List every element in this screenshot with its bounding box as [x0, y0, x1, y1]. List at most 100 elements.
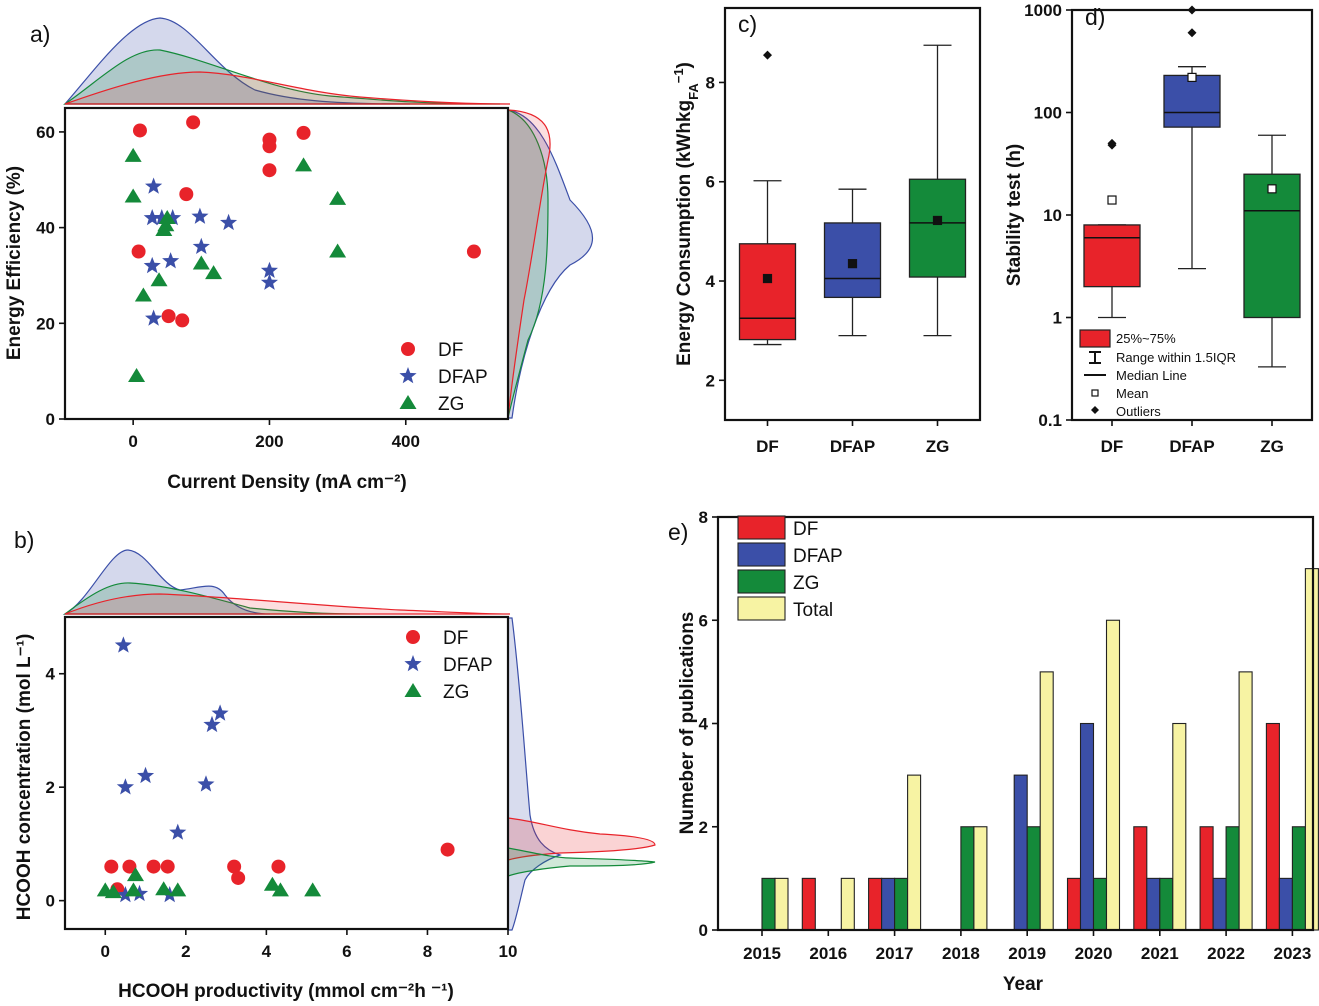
- df-point: [227, 859, 242, 874]
- panel-b-legend: DF DFAP ZG: [404, 628, 493, 703]
- zg-point: [126, 867, 144, 882]
- df-point: [296, 125, 311, 140]
- dfap-point: [191, 207, 209, 224]
- bar-zg: [960, 826, 975, 931]
- dfap-point: [211, 704, 229, 721]
- zg-point: [205, 265, 223, 280]
- category-label: DF: [1101, 437, 1124, 456]
- y-tick-label: 60: [36, 123, 55, 142]
- legend-label: ZG: [443, 682, 469, 703]
- legend-label: ZG: [438, 394, 464, 415]
- dfap-point: [192, 237, 210, 254]
- df-point: [406, 630, 420, 644]
- x-tick-label: 0: [101, 942, 110, 961]
- bar-zg: [761, 877, 776, 931]
- legend-label: ZG: [793, 573, 819, 594]
- category-label: ZG: [926, 437, 950, 456]
- panel-b: b) 0 2 4 6 8 10 0 2 4 HCOOH productivity (mmol c…: [14, 527, 656, 1002]
- legend-box-swatch: [1079, 329, 1111, 348]
- y-tick-label: 2: [46, 778, 55, 797]
- y-tick-label: 1000: [1024, 1, 1062, 20]
- bar-total: [973, 826, 988, 931]
- df-point: [271, 859, 286, 874]
- dfap-point: [260, 273, 278, 290]
- legend-outlier-swatch: [1091, 406, 1099, 414]
- y-tick-label: 8: [706, 73, 715, 92]
- panel-c: c) 2 4 6 8 DF DFAP ZG Energy Consumption (kWhk…: [671, 6, 982, 456]
- dfap-point: [137, 766, 155, 784]
- mean-marker: [1267, 184, 1277, 194]
- bar-total: [1172, 722, 1187, 931]
- zg-point: [329, 190, 347, 205]
- dfap-point: [114, 636, 132, 653]
- dfap-point: [116, 778, 134, 795]
- dfap-point: [404, 655, 422, 672]
- bar-total: [774, 877, 789, 931]
- zg-point: [124, 188, 142, 203]
- legend-swatch: [737, 542, 786, 567]
- y-tick-label: 0: [46, 892, 55, 911]
- dfap-point: [260, 261, 278, 278]
- legend-label: Range within 1.5IQR: [1116, 350, 1236, 365]
- df-point: [146, 859, 161, 874]
- legend-label: DF: [443, 628, 468, 649]
- box-df: [1083, 224, 1141, 288]
- df-point: [466, 244, 481, 259]
- legend-label: Median Line: [1116, 368, 1187, 383]
- y-tick-label: 6: [699, 611, 708, 630]
- panel-b-points: [96, 636, 455, 903]
- bar-total: [1105, 619, 1121, 931]
- panel-a: a) 0 200 400 0 20 40 60 Current Density (mA cm…: [4, 17, 594, 493]
- outlier-marker: [763, 50, 772, 60]
- df-point: [186, 115, 201, 130]
- panel-d-ticks: 0.1 1 10 100 1000 DF DFAP ZG: [1024, 1, 1284, 456]
- panel-a-xlabel: Current Density (mA cm⁻²): [167, 472, 406, 493]
- zg-point: [295, 157, 313, 172]
- zg-point: [124, 147, 142, 162]
- legend-mean-swatch: [1091, 389, 1099, 397]
- dfap-point: [116, 886, 134, 903]
- df-point: [104, 859, 119, 874]
- box-dfap: [1163, 74, 1221, 128]
- panel-a-points: [124, 115, 481, 382]
- x-tick-label: 0: [128, 432, 137, 451]
- zg-point: [399, 395, 417, 409]
- dfap-point: [220, 213, 238, 231]
- zg-point: [329, 243, 347, 258]
- category-label: DF: [756, 437, 779, 456]
- x-tick-label: 2023: [1273, 944, 1311, 963]
- bar-total: [840, 877, 855, 931]
- box-df: [738, 243, 797, 341]
- panel-b-xlabel: HCOOH productivity (mmol cm⁻²h ⁻¹): [118, 981, 454, 1002]
- y-tick-label: 0: [46, 410, 55, 429]
- df-point: [132, 123, 147, 138]
- dfap-point: [143, 256, 161, 274]
- zg-point: [192, 255, 210, 270]
- category-label: DFAP: [830, 437, 875, 456]
- bar-df: [1265, 722, 1280, 931]
- dfap-point: [143, 209, 161, 226]
- zg-point: [104, 884, 122, 899]
- panel-b-top-density: [62, 549, 511, 615]
- legend-label: Total: [793, 600, 833, 621]
- dfap-point: [169, 823, 187, 840]
- legend-label: Mean: [1116, 386, 1149, 401]
- y-tick-label: 100: [1034, 104, 1062, 123]
- x-tick-label: 2021: [1141, 944, 1179, 963]
- legend-swatch: [737, 569, 786, 594]
- bar-dfap: [1013, 774, 1028, 931]
- zg-point: [150, 272, 168, 287]
- zg-point: [263, 876, 281, 891]
- zg-point: [169, 882, 187, 897]
- panel-c-ylabel: Energy Consumption (kWhkgFA−1): [671, 62, 701, 366]
- legend-label: DF: [793, 519, 818, 540]
- panel-c-boxes: [738, 44, 967, 346]
- panel-a-ticks: 0 200 400 0 20 40 60: [36, 123, 420, 451]
- y-tick-label: 20: [36, 314, 55, 333]
- x-tick-label: 2018: [942, 944, 980, 963]
- bar-dfap: [1212, 877, 1227, 931]
- y-tick-label: 6: [706, 173, 715, 192]
- panel-c-label: c): [738, 11, 757, 37]
- y-tick-label: 4: [699, 715, 709, 734]
